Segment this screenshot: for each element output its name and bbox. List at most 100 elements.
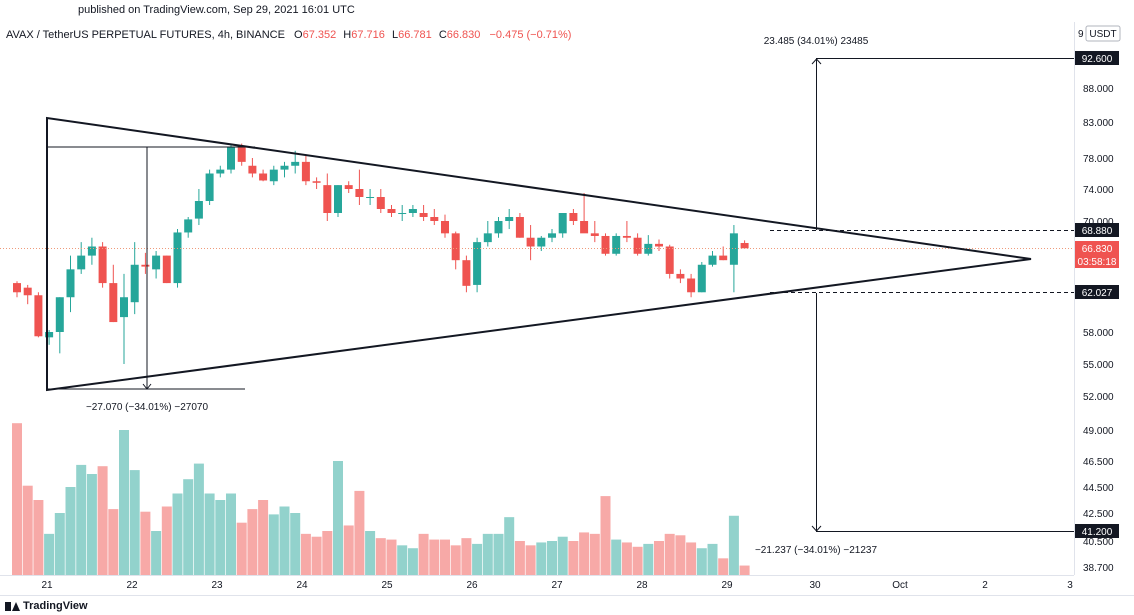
candle-body bbox=[462, 260, 471, 286]
volume-bar bbox=[236, 522, 247, 575]
time-axis[interactable]: 21 22 23 24 25 26 27 28 29 30 Oct 2 3 bbox=[41, 580, 1073, 591]
price-label-box: 62.027 bbox=[1075, 285, 1119, 299]
volume-bar bbox=[514, 541, 525, 575]
volume-bar bbox=[450, 545, 461, 575]
candle bbox=[451, 231, 460, 270]
volume-bar bbox=[333, 461, 343, 575]
candle-body bbox=[205, 173, 214, 201]
candle bbox=[387, 205, 396, 217]
volume-bar bbox=[461, 538, 472, 575]
candle bbox=[483, 221, 492, 247]
volume-bar bbox=[504, 517, 515, 575]
candle bbox=[505, 209, 514, 230]
candle bbox=[515, 213, 524, 238]
arrow-down-icon bbox=[142, 383, 152, 390]
candle bbox=[558, 213, 567, 238]
volume-bar bbox=[696, 548, 707, 575]
candle bbox=[612, 233, 621, 256]
time-tick-label: 28 bbox=[636, 580, 648, 591]
price-tick-label: 40.500 bbox=[1083, 537, 1114, 548]
candle bbox=[708, 251, 717, 267]
price-axis[interactable]: 88.000 83.000 78.000 74.000 70.000 58.000 55.0… bbox=[1083, 84, 1114, 574]
candle bbox=[344, 181, 353, 193]
candle-body bbox=[216, 169, 225, 174]
currency-button[interactable] bbox=[1085, 25, 1121, 42]
candle-body bbox=[45, 332, 54, 338]
candle-body bbox=[612, 235, 621, 254]
candle-body bbox=[451, 233, 460, 261]
left-measure-tool[interactable] bbox=[47, 146, 255, 390]
volume-bar bbox=[579, 532, 590, 575]
candle-body bbox=[569, 213, 578, 221]
time-tick-label: 26 bbox=[466, 580, 478, 591]
candle bbox=[55, 297, 64, 354]
upper-target-tool[interactable] bbox=[811, 58, 1074, 231]
candle bbox=[419, 205, 428, 221]
volume-bar bbox=[354, 490, 365, 575]
time-tick-label: 25 bbox=[381, 580, 393, 591]
candle bbox=[269, 165, 278, 186]
candle-body bbox=[162, 255, 171, 284]
candle-body bbox=[526, 237, 535, 247]
volume-bar bbox=[247, 509, 258, 575]
volume-bar bbox=[675, 535, 686, 575]
candle-body bbox=[237, 147, 246, 162]
volume-bar bbox=[300, 533, 311, 575]
volume-bar bbox=[493, 533, 504, 575]
time-tick-label: 29 bbox=[721, 580, 733, 591]
candle-body bbox=[515, 217, 524, 238]
candle-body bbox=[34, 295, 43, 337]
volume-bar bbox=[12, 423, 22, 575]
price-label-text: 62.027 bbox=[1082, 288, 1113, 299]
volume-bar bbox=[215, 500, 226, 575]
candle bbox=[366, 189, 375, 205]
symmetrical-triangle[interactable] bbox=[46, 116, 1032, 392]
volume-bar bbox=[86, 474, 97, 575]
candle bbox=[184, 217, 193, 238]
candle-body bbox=[66, 269, 75, 298]
candle bbox=[537, 235, 546, 252]
candle bbox=[740, 240, 749, 249]
candle-body bbox=[77, 255, 86, 270]
candle bbox=[141, 252, 150, 274]
candle-body bbox=[708, 255, 717, 265]
volume-bar bbox=[343, 525, 354, 575]
time-tick-label: 24 bbox=[296, 580, 308, 591]
volume-bar bbox=[568, 541, 579, 575]
candle bbox=[162, 255, 171, 284]
candle bbox=[334, 185, 342, 217]
symbol-legend: AVAX / TetherUS PERPETUAL FUTURES, 4h, B… bbox=[6, 29, 571, 41]
volume-bar bbox=[140, 511, 151, 575]
candle bbox=[441, 214, 449, 238]
candle bbox=[205, 169, 214, 205]
candle bbox=[526, 225, 535, 261]
volume-bar bbox=[472, 543, 483, 575]
volume-bar bbox=[161, 506, 172, 575]
candle-body bbox=[259, 173, 268, 181]
tradingview-logo[interactable]: TradingView bbox=[5, 600, 88, 612]
volume-bars bbox=[12, 423, 750, 575]
candle bbox=[34, 292, 43, 338]
candle-body bbox=[697, 264, 706, 293]
price-tick-label: 58.000 bbox=[1083, 328, 1114, 339]
price-tick-label: 74.000 bbox=[1083, 185, 1114, 196]
lower-target-tool[interactable] bbox=[811, 293, 1074, 532]
candle bbox=[87, 237, 96, 265]
candle-body bbox=[23, 287, 32, 296]
volume-bar bbox=[589, 533, 600, 575]
candle-body bbox=[323, 185, 332, 213]
candle-body bbox=[312, 181, 321, 183]
candle bbox=[130, 242, 139, 315]
candle bbox=[280, 161, 289, 178]
candle-body bbox=[633, 237, 642, 254]
left-measure-label: −27.070 (−34.01%) −27070 bbox=[86, 402, 208, 413]
volume-bar bbox=[654, 541, 664, 575]
candle bbox=[462, 255, 471, 293]
candle bbox=[259, 169, 268, 182]
candle-body bbox=[740, 242, 749, 249]
open-value: 67.352 bbox=[303, 29, 337, 41]
close-value: 66.830 bbox=[447, 29, 481, 41]
candle bbox=[355, 169, 364, 205]
volume-bar bbox=[44, 533, 55, 575]
